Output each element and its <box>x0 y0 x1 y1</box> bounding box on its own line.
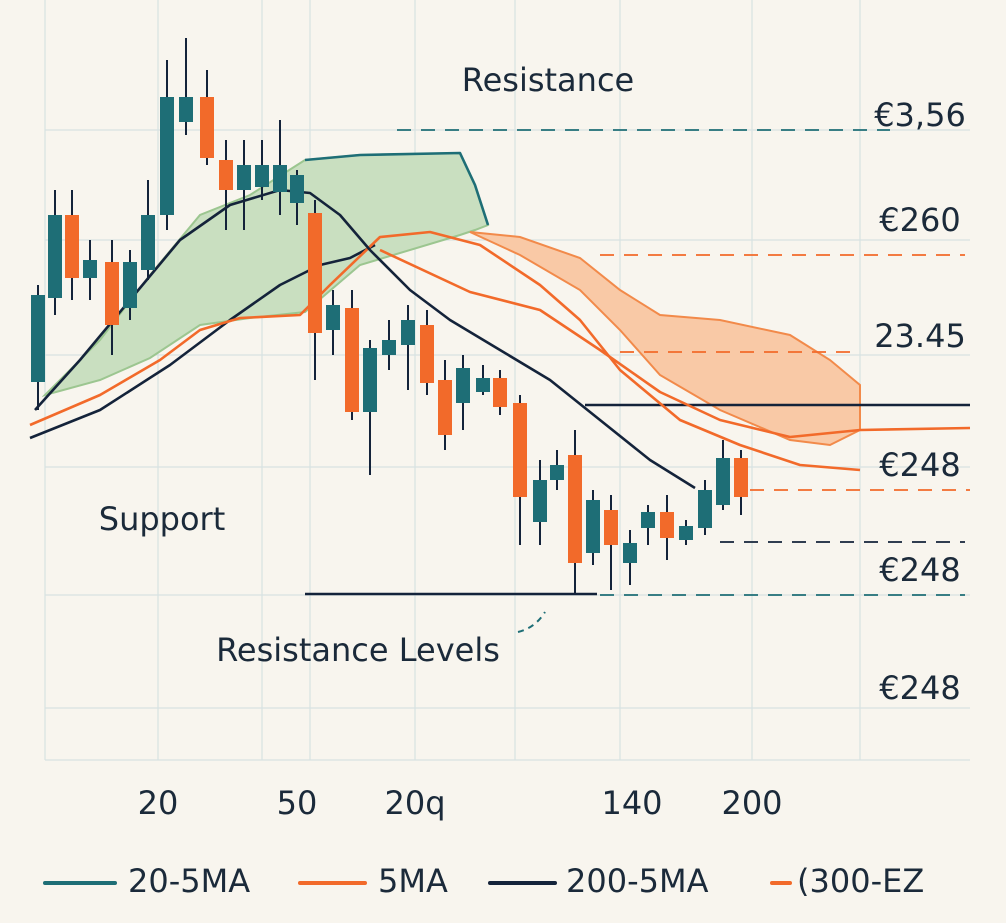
candle-body <box>200 97 214 158</box>
plot <box>29 38 971 596</box>
candle-body <box>586 500 600 553</box>
candle-body <box>493 378 507 407</box>
candle-body <box>533 480 547 522</box>
price-label: €3,56 <box>874 96 966 134</box>
candle-body <box>105 262 119 325</box>
annotation: Support <box>99 500 226 538</box>
candle-body <box>290 175 304 203</box>
candle-body <box>179 97 193 122</box>
candle-body <box>326 305 340 330</box>
annotation-pointer <box>517 611 546 633</box>
price-label: €248 <box>879 669 960 707</box>
price-label: €260 <box>879 201 960 239</box>
annotation: Resistance <box>462 61 634 99</box>
price-label: 23.45 <box>874 317 966 355</box>
candle-body <box>237 165 251 190</box>
legend-label: 5MA <box>378 862 448 900</box>
candle-body <box>604 510 618 545</box>
candle-body <box>456 368 470 403</box>
candle-body <box>382 340 396 355</box>
band <box>469 231 861 447</box>
candle-body <box>83 260 97 278</box>
legend-label: 20-5MA <box>128 862 250 900</box>
candle-body <box>716 458 730 505</box>
candle-body <box>219 160 233 190</box>
candle-body <box>31 295 45 382</box>
ma-line <box>29 230 861 472</box>
price-label: €248 <box>879 551 960 589</box>
candle-body <box>641 512 655 528</box>
candle-body <box>698 490 712 528</box>
candle-body <box>141 215 155 270</box>
x-tick-label: 140 <box>601 784 662 822</box>
x-tick-label: 50 <box>277 784 318 822</box>
candle-body <box>308 213 322 333</box>
candle-body <box>401 320 415 345</box>
candle-body <box>660 512 674 538</box>
annotation: Resistance Levels <box>216 631 500 669</box>
x-tick-label: 200 <box>721 784 782 822</box>
legend-label: 200-5MA <box>566 862 709 900</box>
candle-body <box>123 262 137 308</box>
x-tick-label: 20q <box>384 784 445 822</box>
candle-body <box>438 380 452 435</box>
candle-body <box>65 215 79 278</box>
candle-body <box>476 378 490 392</box>
candle-body <box>345 308 359 412</box>
candle-body <box>513 403 527 497</box>
legend-label: (300-EZ <box>797 862 924 900</box>
candle-body <box>273 165 287 192</box>
price-label: €248 <box>879 446 960 484</box>
ma-line <box>379 248 971 439</box>
candle-body <box>679 526 693 540</box>
candle-body <box>363 348 377 412</box>
candle-body <box>568 455 582 563</box>
candle-body <box>550 465 564 480</box>
x-tick-label: 20 <box>138 784 179 822</box>
candle-body <box>160 97 174 215</box>
ma-line <box>304 151 490 226</box>
candle-body <box>420 325 434 383</box>
candle-body <box>48 215 62 298</box>
overlay-line <box>29 243 376 440</box>
candle-body <box>734 458 748 497</box>
candle-body <box>623 543 637 563</box>
candle-body <box>255 165 269 187</box>
